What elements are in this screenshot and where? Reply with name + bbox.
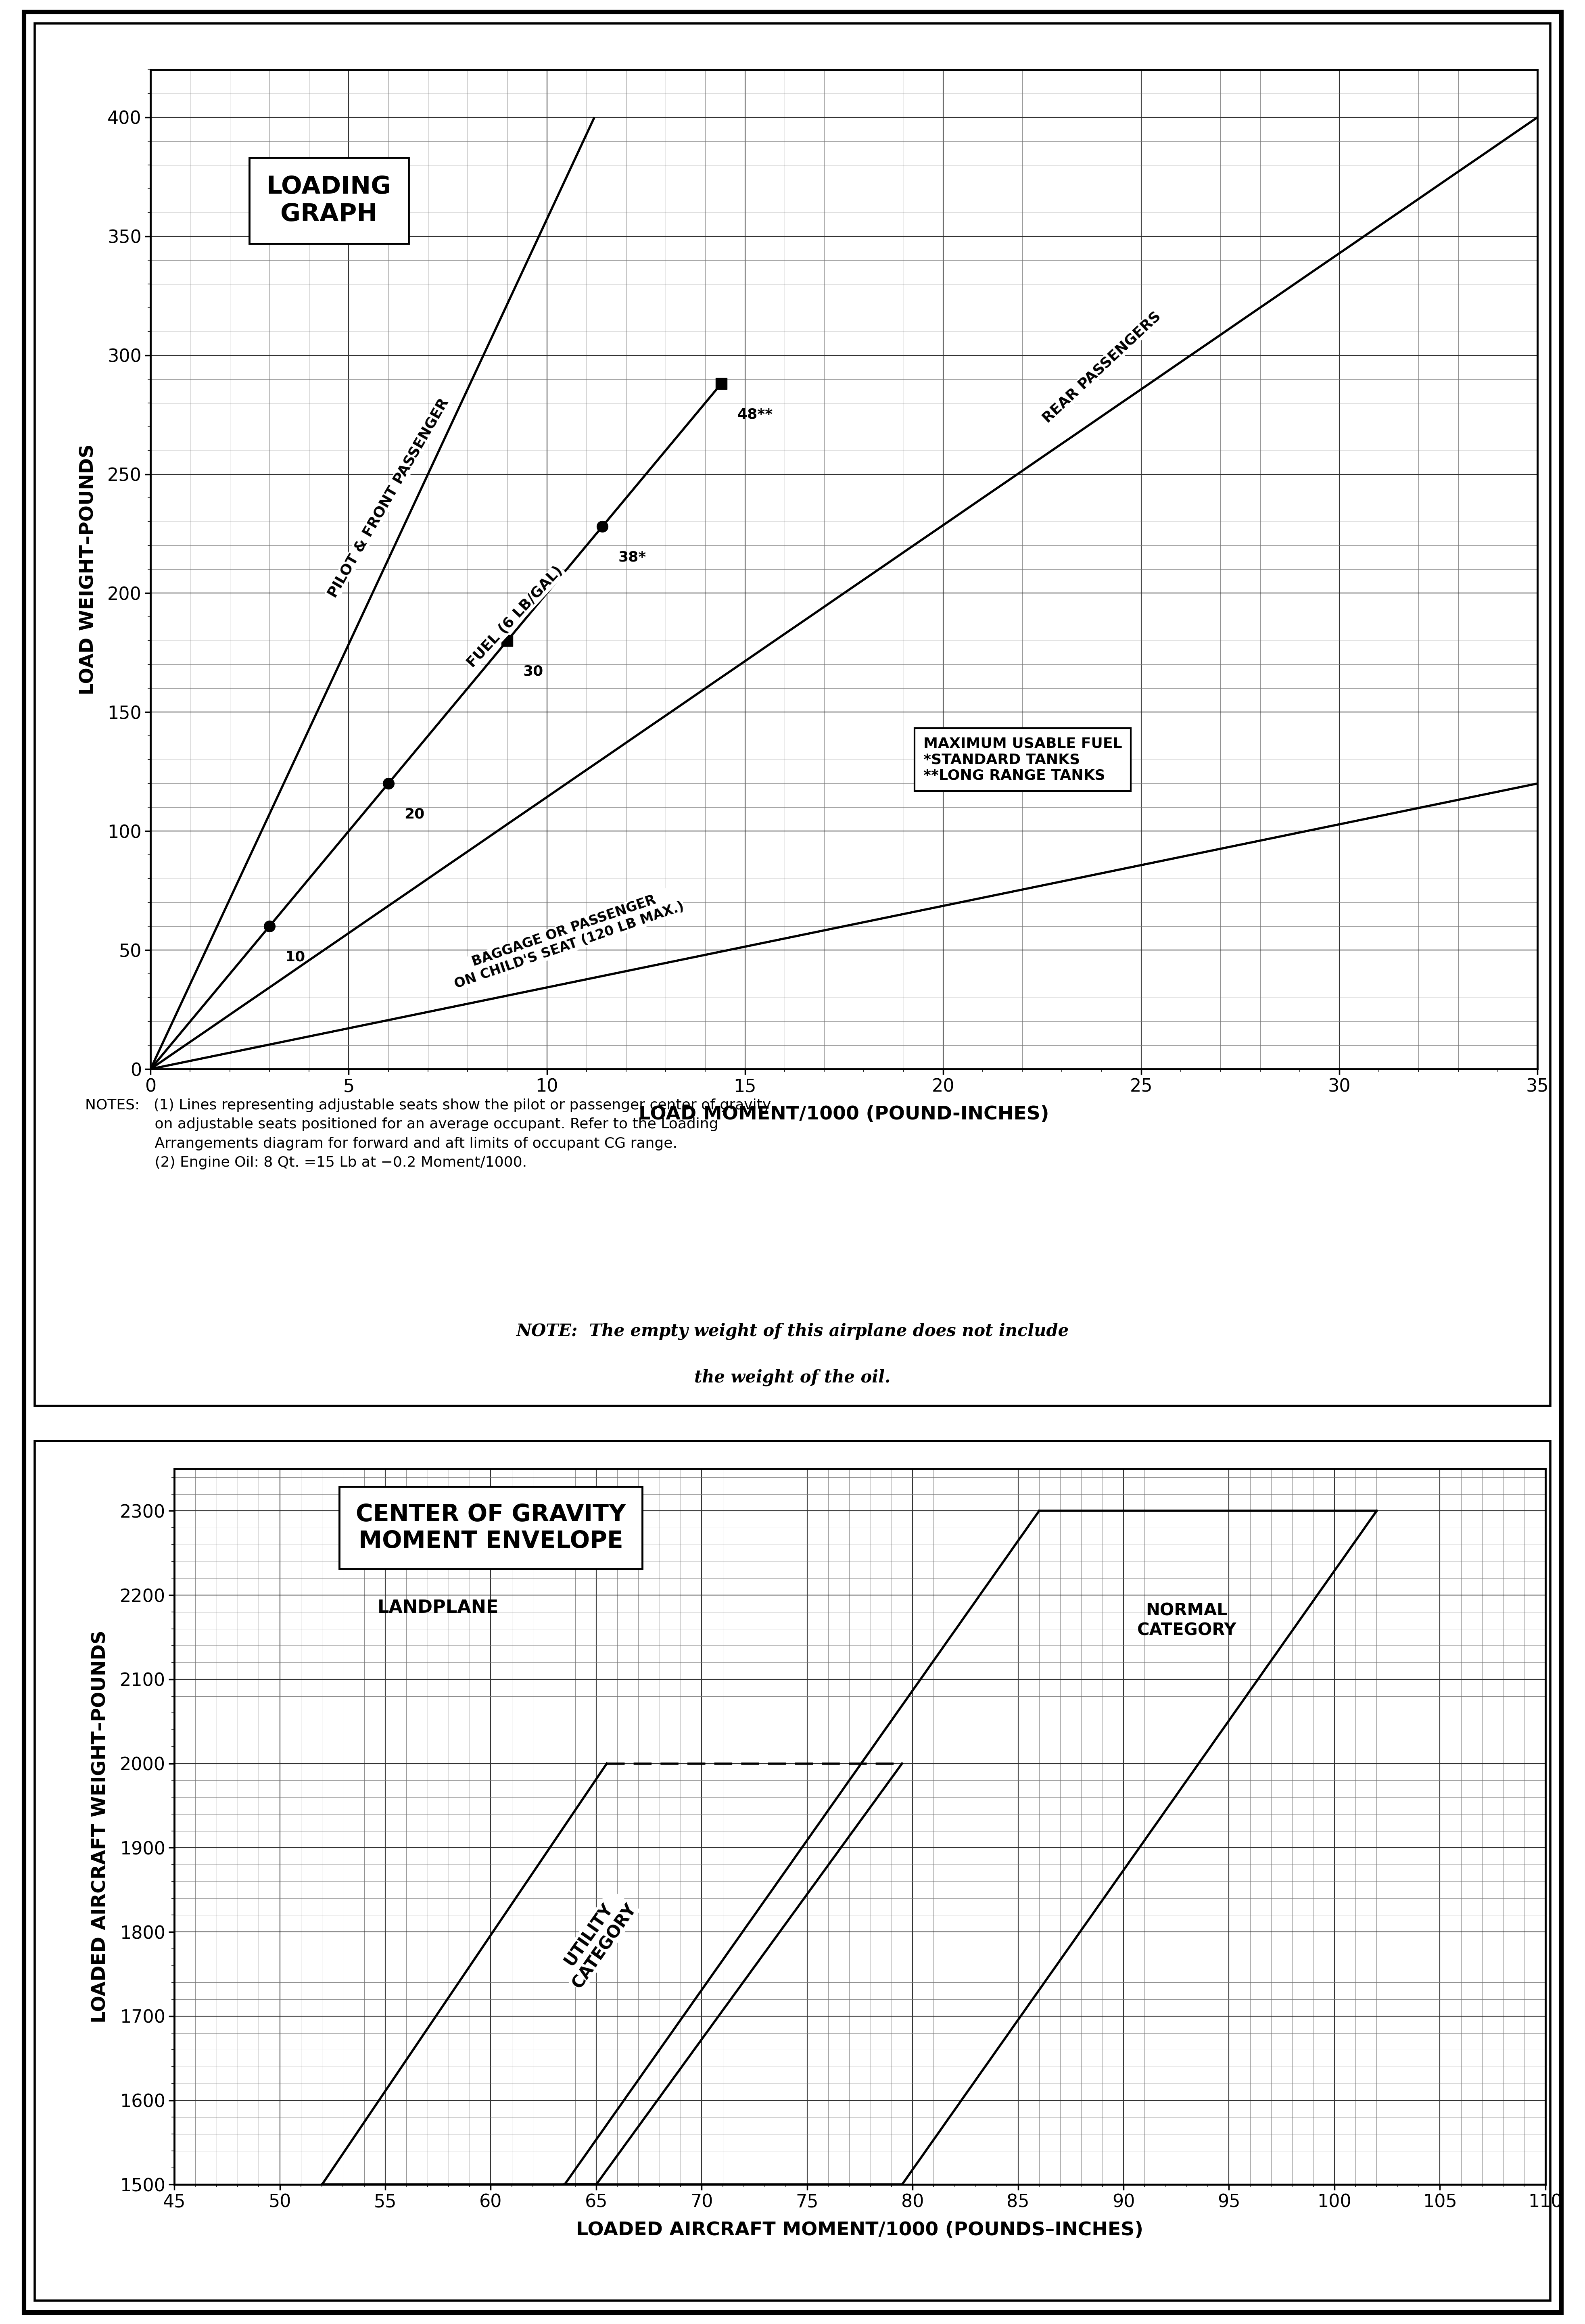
Text: NORMAL
CATEGORY: NORMAL CATEGORY (1136, 1601, 1236, 1638)
Text: BAGGAGE OR PASSENGER
ON CHILD'S SEAT (120 LB MAX.): BAGGAGE OR PASSENGER ON CHILD'S SEAT (12… (447, 885, 686, 990)
Text: 38*: 38* (618, 551, 647, 565)
X-axis label: LOAD MOMENT/1000 (POUND-INCHES): LOAD MOMENT/1000 (POUND-INCHES) (639, 1106, 1049, 1122)
Y-axis label: LOADED AIRCRAFT WEIGHT–POUNDS: LOADED AIRCRAFT WEIGHT–POUNDS (92, 1629, 109, 2024)
X-axis label: LOADED AIRCRAFT MOMENT/1000 (POUNDS–INCHES): LOADED AIRCRAFT MOMENT/1000 (POUNDS–INCH… (577, 2222, 1143, 2238)
Text: 48**: 48** (737, 407, 772, 421)
Text: NOTES:   (1) Lines representing adjustable seats show the pilot or passenger cen: NOTES: (1) Lines representing adjustable… (86, 1099, 770, 1169)
Text: 10: 10 (285, 951, 306, 964)
Text: REAR PASSENGERS: REAR PASSENGERS (1040, 309, 1163, 425)
Text: FUEL (6 LB/GAL): FUEL (6 LB/GAL) (464, 565, 566, 669)
Text: LOADING
GRAPH: LOADING GRAPH (266, 174, 391, 225)
Text: CENTER OF GRAVITY
MOMENT ENVELOPE: CENTER OF GRAVITY MOMENT ENVELOPE (355, 1504, 626, 1552)
Text: MAXIMUM USABLE FUEL
*STANDARD TANKS
**LONG RANGE TANKS: MAXIMUM USABLE FUEL *STANDARD TANKS **LO… (922, 737, 1122, 783)
Text: LANDPLANE: LANDPLANE (377, 1599, 499, 1618)
Text: PILOT & FRONT PASSENGER: PILOT & FRONT PASSENGER (325, 395, 452, 600)
Text: NOTE:  The empty weight of this airplane does not include: NOTE: The empty weight of this airplane … (517, 1322, 1068, 1339)
Text: 30: 30 (523, 665, 544, 679)
Text: UTILITY
CATEGORY: UTILITY CATEGORY (553, 1889, 640, 1992)
Text: the weight of the oil.: the weight of the oil. (694, 1369, 891, 1385)
Y-axis label: LOAD WEIGHT–POUNDS: LOAD WEIGHT–POUNDS (79, 444, 97, 695)
Text: 20: 20 (404, 806, 425, 820)
